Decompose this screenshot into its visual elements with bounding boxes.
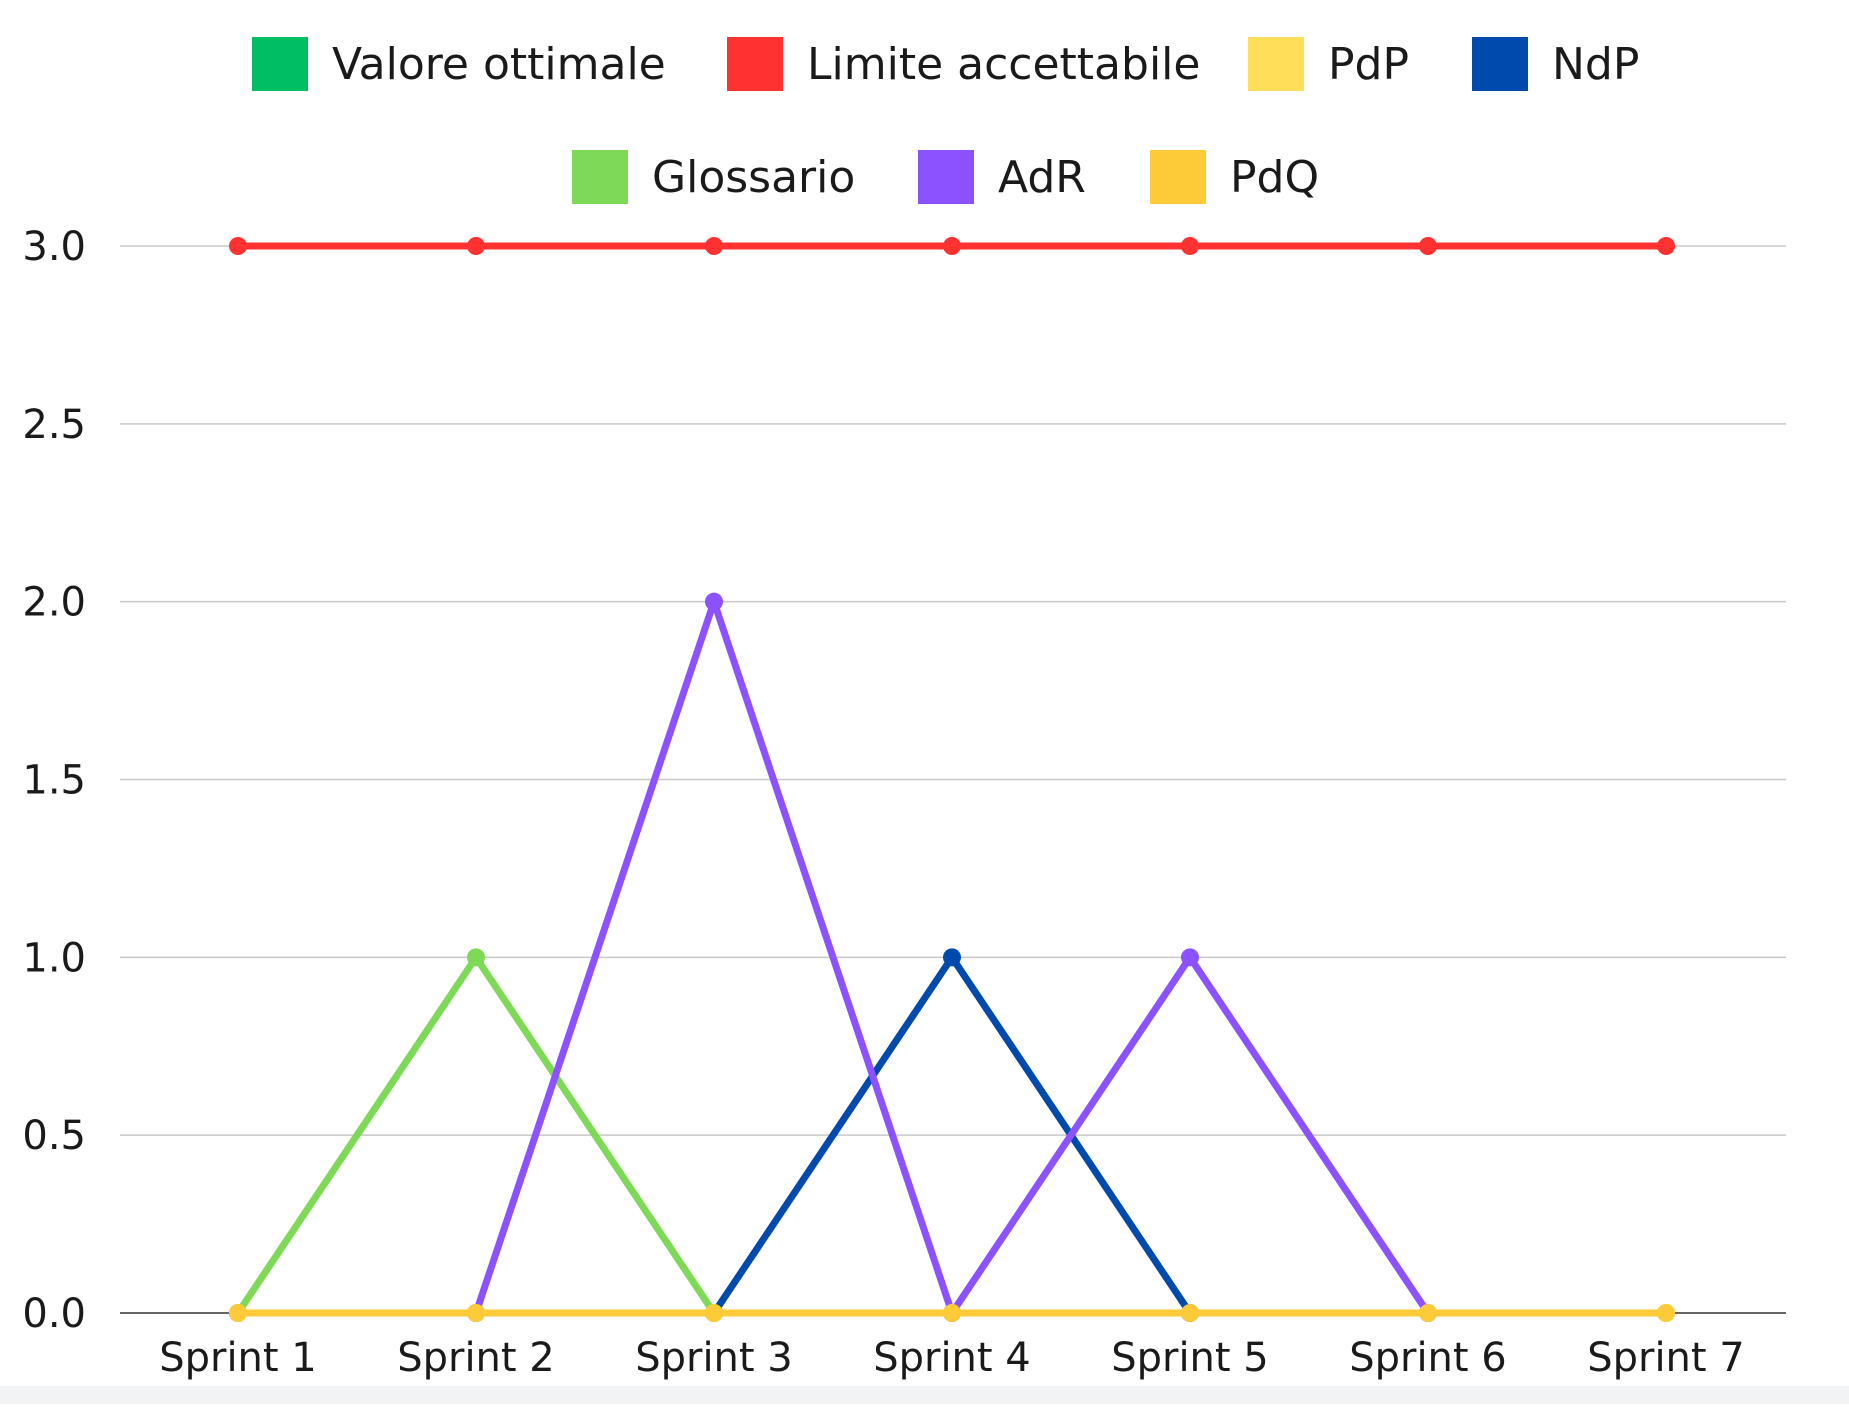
legend-swatch — [1472, 37, 1528, 91]
legend-item: AdR — [918, 150, 1086, 204]
data-point — [943, 237, 961, 255]
data-point — [1419, 1304, 1437, 1322]
data-point — [1657, 1304, 1675, 1322]
bottom-strip — [0, 1386, 1849, 1404]
data-point — [229, 237, 247, 255]
data-point — [1181, 948, 1199, 967]
legend-item: Valore ottimale — [252, 37, 666, 91]
legend-label: Limite accettabile — [807, 39, 1200, 90]
y-tick-label: 2.0 — [22, 580, 86, 626]
y-tick-label: 0.5 — [22, 1113, 86, 1159]
data-point — [1181, 1304, 1199, 1322]
y-tick-label: 1.0 — [22, 935, 86, 981]
y-tick-label: 3.0 — [22, 224, 86, 270]
data-point — [943, 1304, 961, 1322]
legend-label: PdP — [1328, 39, 1409, 90]
data-point — [229, 1304, 247, 1322]
x-tick-label: Sprint 1 — [159, 1335, 317, 1381]
data-point — [705, 592, 723, 611]
legend-swatch — [252, 37, 308, 91]
y-axis: 0.0 0.5 1.0 1.5 2.0 2.5 3.0 — [22, 224, 86, 1337]
data-point — [467, 237, 485, 255]
data-point — [705, 237, 723, 255]
data-point — [1419, 237, 1437, 255]
data-point — [467, 1304, 485, 1322]
x-tick-label: Sprint 5 — [1111, 1335, 1269, 1381]
legend-swatch — [918, 150, 974, 204]
x-tick-label: Sprint 6 — [1349, 1335, 1507, 1381]
x-tick-label: Sprint 4 — [873, 1335, 1031, 1381]
data-point — [1181, 237, 1199, 255]
legend-swatch — [572, 150, 628, 204]
legend-label: NdP — [1552, 39, 1639, 90]
legend-item: Limite accettabile — [727, 37, 1200, 91]
series-limite-accettabile — [229, 237, 1675, 255]
legend: Valore ottimale Limite accettabile PdP NdP G… — [252, 37, 1639, 204]
y-tick-label: 1.5 — [22, 758, 86, 804]
legend-label: AdR — [998, 152, 1086, 203]
series-pdq — [229, 1304, 1675, 1322]
legend-swatch — [1248, 37, 1304, 91]
x-tick-label: Sprint 2 — [397, 1335, 555, 1381]
y-tick-label: 2.5 — [22, 402, 86, 448]
x-tick-label: Sprint 7 — [1587, 1335, 1745, 1381]
legend-item: Glossario — [572, 150, 855, 204]
legend-label: PdQ — [1230, 152, 1319, 203]
data-point — [467, 948, 485, 967]
legend-label: Valore ottimale — [332, 39, 666, 90]
legend-swatch — [1150, 150, 1206, 204]
legend-label: Glossario — [652, 152, 855, 203]
x-axis: Sprint 1 Sprint 2 Sprint 3 Sprint 4 Sprint 5… — [159, 1335, 1745, 1381]
legend-item: NdP — [1472, 37, 1639, 91]
data-point — [1657, 237, 1675, 255]
gridlines — [120, 245, 1786, 1314]
x-tick-label: Sprint 3 — [635, 1335, 793, 1381]
series-lines — [229, 237, 1675, 1322]
legend-item: PdP — [1248, 37, 1409, 91]
data-point — [943, 948, 961, 967]
legend-swatch — [727, 37, 783, 91]
data-point — [705, 1304, 723, 1322]
legend-item: PdQ — [1150, 150, 1319, 204]
y-tick-label: 0.0 — [22, 1291, 86, 1337]
